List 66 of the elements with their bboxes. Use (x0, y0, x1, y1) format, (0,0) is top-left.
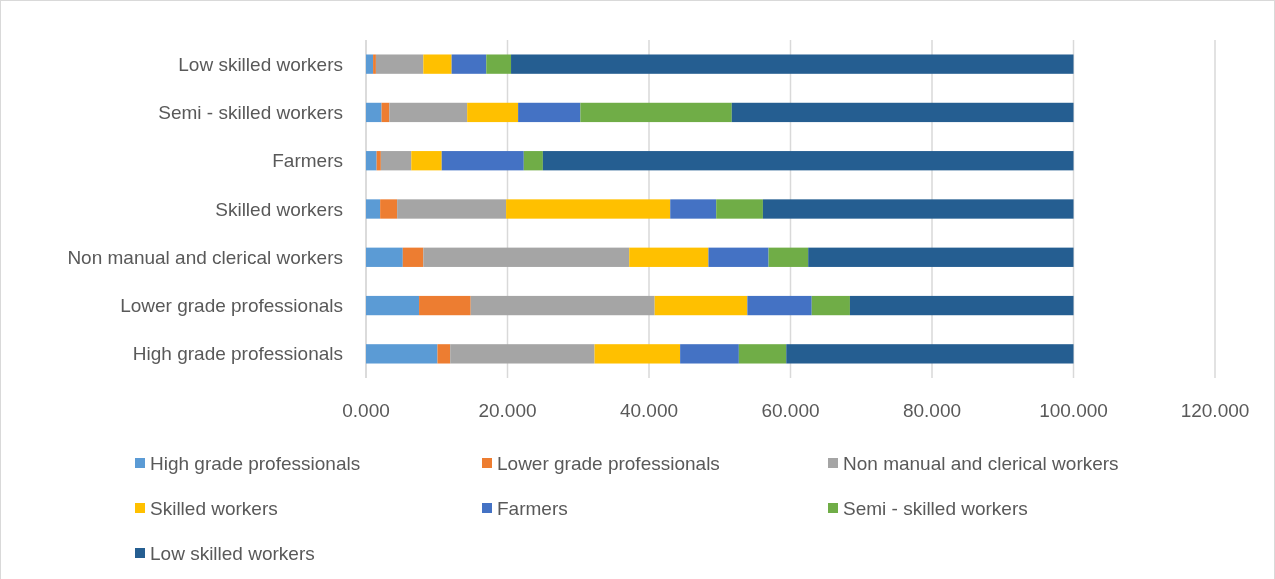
bar (366, 54, 374, 74)
y-tick-label: Farmers (272, 150, 343, 172)
bar (380, 199, 398, 219)
legend-label: Non manual and clerical workers (843, 452, 1119, 474)
y-tick-label: Semi - skilled workers (158, 101, 343, 123)
bar (747, 295, 812, 316)
x-tick-label: 0.000 (342, 399, 390, 421)
bar (389, 102, 468, 123)
y-tick-label: Non manual and clerical workers (67, 246, 343, 268)
bar (402, 247, 424, 267)
x-tick-label: 80.000 (902, 399, 962, 421)
bar (366, 199, 381, 219)
bar (716, 199, 763, 219)
bar (380, 151, 412, 171)
bar (808, 247, 1074, 267)
x-tick-label: 60.000 (761, 399, 820, 421)
bar (486, 54, 512, 74)
legend-label: Farmers (497, 497, 568, 519)
bar (441, 151, 524, 171)
bar (629, 247, 709, 267)
bar (786, 344, 1074, 364)
bar (594, 344, 681, 364)
bar (366, 102, 382, 123)
bar (511, 54, 1074, 74)
bar (437, 344, 451, 364)
bar (849, 295, 1074, 316)
bar (423, 54, 452, 74)
bar (670, 199, 717, 219)
y-tick-label: Skilled workers (215, 198, 343, 220)
bar (373, 54, 376, 74)
bar (542, 151, 1074, 171)
bar (419, 295, 471, 316)
bar (423, 247, 630, 267)
bar (451, 54, 487, 74)
bar (680, 344, 739, 364)
bar (366, 247, 403, 267)
legend-label: Lower grade professionals (497, 452, 720, 474)
bar (654, 295, 748, 316)
bar (518, 102, 581, 123)
bar (738, 344, 787, 364)
bar (731, 102, 1074, 123)
bar (397, 199, 507, 219)
legend-label: Semi - skilled workers (843, 497, 1028, 519)
bar (708, 247, 769, 267)
bar (811, 295, 850, 316)
bar (411, 151, 442, 171)
bar (523, 151, 543, 171)
y-tick-label: High grade professionals (132, 343, 343, 365)
bar (762, 199, 1074, 219)
x-tick-label: 20.000 (478, 399, 537, 421)
x-tick-label: 100.000 (1039, 399, 1108, 421)
bar (366, 295, 420, 316)
y-tick-label: Lower grade professionals (120, 295, 343, 317)
bar (450, 344, 595, 364)
bar (366, 344, 438, 364)
bar (366, 151, 377, 171)
bar (580, 102, 732, 123)
y-tick-label: Low skilled workers (178, 53, 343, 75)
bar (376, 151, 381, 171)
bar (768, 247, 809, 267)
bar (470, 295, 655, 316)
bar (467, 102, 519, 123)
bar (375, 54, 424, 74)
x-tick-label: 120.000 (1180, 399, 1250, 421)
x-tick-label: 40.000 (619, 399, 679, 421)
bar (506, 199, 671, 219)
